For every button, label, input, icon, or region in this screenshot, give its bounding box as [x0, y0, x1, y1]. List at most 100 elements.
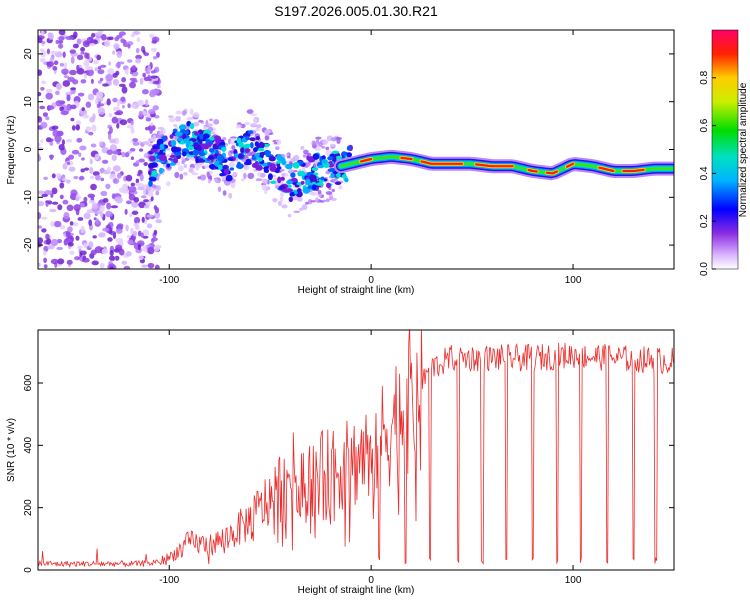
colorbar-tick-label: 0.0 — [699, 262, 710, 276]
spectrogram-noise-blob — [102, 227, 110, 232]
spectrogram-noise-blob — [66, 259, 73, 265]
spectrogram-noise-blob — [56, 258, 65, 265]
spectrogram-ridge-blob — [169, 162, 176, 166]
spectrogram-noise-blob — [127, 43, 131, 49]
spectrogram-noise-blob — [125, 174, 133, 182]
spectrogram-noise-blob — [146, 214, 154, 218]
spectrogram-ridge-blob — [221, 146, 227, 151]
spectrogram-noise-blob — [38, 37, 43, 44]
spectrogram-ridge-blob — [170, 140, 177, 147]
spectrogram-ridge-blob — [185, 140, 191, 145]
spectrogram-noise-blob — [249, 113, 257, 116]
spectrogram-noise-blob — [154, 211, 161, 219]
spectrogram-y-tick-label: 0 — [23, 146, 34, 152]
spectrogram-noise-blob — [138, 110, 143, 118]
spectrogram-noise-blob — [69, 250, 75, 255]
spectrogram-noise-blob — [167, 115, 174, 119]
spectrogram-noise-blob — [231, 145, 236, 150]
spectrogram-noise-blob — [45, 92, 53, 100]
spectrogram-ridge-blob — [169, 154, 177, 158]
spectrogram-noise-blob — [143, 162, 148, 166]
spectrogram-ridge-blob — [238, 141, 244, 148]
spectrogram-noise-blob — [155, 219, 162, 224]
spectrogram-noise-blob — [57, 204, 63, 211]
spectrogram-ridge-blob — [335, 181, 342, 185]
spectrogram-ridge-blob — [199, 134, 204, 140]
spectrogram-x-label: Height of straight line (km) — [298, 285, 415, 296]
spectrogram-ridge-blob — [188, 146, 195, 150]
spectrogram-noise-blob — [39, 105, 46, 110]
spectrogram-noise-blob — [38, 69, 43, 76]
spectrogram-noise-blob — [121, 260, 128, 265]
spectrogram-noise-blob — [42, 112, 49, 117]
spectrogram-y-ticks: -20 -10 0 10 20 — [23, 48, 674, 252]
spectrogram-noise-blob — [116, 99, 120, 107]
spectrogram-noise-blob — [89, 158, 93, 165]
spectrogram-noise-blob — [85, 126, 92, 132]
spectrogram-ridge-blob — [245, 136, 250, 141]
spectrogram-noise-blob — [62, 163, 68, 170]
spectrogram-noise-blob — [244, 121, 251, 126]
spectrogram-noise-blob — [89, 43, 96, 47]
spectrogram-noise-blob — [286, 153, 290, 156]
snr-x-ticks: -100 0 100 — [159, 330, 582, 586]
spectrogram-noise-blob — [325, 191, 333, 195]
spectrogram-noise-blob — [338, 184, 343, 190]
spectrogram-ridge-blob — [233, 153, 239, 159]
spectrogram-noise-blob — [48, 138, 54, 142]
spectrogram-noise-blob — [50, 192, 54, 198]
spectrogram-noise-blob — [53, 60, 59, 65]
spectrogram-noise-blob — [82, 40, 91, 48]
spectrogram-ridge-blob — [247, 130, 254, 135]
spectrogram-noise-blob — [78, 152, 82, 157]
spectrogram-noise-blob — [38, 142, 41, 147]
colorbar-tick-label: 0.4 — [699, 166, 710, 180]
spectrogram-noise-blob — [46, 48, 51, 55]
spectrogram-noise-blob — [151, 40, 157, 44]
spectrogram-ridge-blob — [270, 180, 277, 184]
spectrogram-noise-blob — [150, 47, 157, 52]
spectrogram-noise-blob — [108, 36, 114, 41]
spectrogram-noise-blob — [315, 136, 322, 140]
snr-marks — [38, 330, 674, 568]
spectrogram-noise-blob — [60, 225, 66, 230]
spectrogram-noise-blob — [40, 87, 45, 91]
spectrogram-ridge-blob — [150, 162, 158, 168]
spectrogram-noise-blob — [179, 173, 184, 180]
spectrogram-ridge-blob — [217, 155, 225, 162]
spectrogram-noise-blob — [83, 73, 88, 80]
spectrogram-noise-blob — [142, 235, 149, 239]
spectrogram-noise-blob — [150, 70, 156, 74]
spectrogram-noise-blob — [79, 202, 86, 208]
spectrogram-ridge-blob — [311, 184, 317, 191]
spectrogram-ridge-blob — [260, 151, 266, 156]
spectrogram-noise-blob — [38, 116, 43, 123]
spectrogram-noise-blob — [325, 170, 330, 175]
spectrogram-noise-blob — [58, 30, 66, 36]
spectrogram-noise-blob — [71, 149, 80, 155]
spectrogram-noise-blob — [67, 76, 75, 83]
colorbar-tick-label: 0.2 — [699, 214, 710, 228]
spectrogram-noise-blob — [83, 60, 90, 67]
spectrogram-noise-blob — [140, 232, 144, 238]
spectrogram-noise-blob — [52, 66, 58, 71]
spectrogram-noise-blob — [50, 50, 58, 55]
spectrogram-noise-blob — [157, 127, 165, 130]
spectrogram-ridge-blob — [336, 172, 341, 178]
spectrogram-noise-blob — [51, 125, 59, 130]
spectrogram-noise-blob — [89, 166, 94, 174]
spectrogram-ridge-blob — [296, 188, 302, 194]
spectrogram-noise-blob — [62, 80, 71, 87]
spectrogram-noise-blob — [72, 222, 79, 227]
spectrogram-noise-blob — [77, 245, 83, 250]
spectrogram-noise-blob — [49, 154, 54, 161]
spectrogram-noise-blob — [57, 40, 64, 44]
spectrogram-noise-blob — [83, 212, 91, 220]
spectrogram-noise-blob — [287, 213, 292, 218]
spectrogram-noise-blob — [272, 198, 278, 203]
snr-y-tick-label: 0 — [23, 567, 34, 573]
spectrogram-ridge-blob — [212, 143, 218, 150]
spectrogram-ridge-blob — [320, 176, 325, 181]
spectrogram-marks — [38, 30, 674, 269]
